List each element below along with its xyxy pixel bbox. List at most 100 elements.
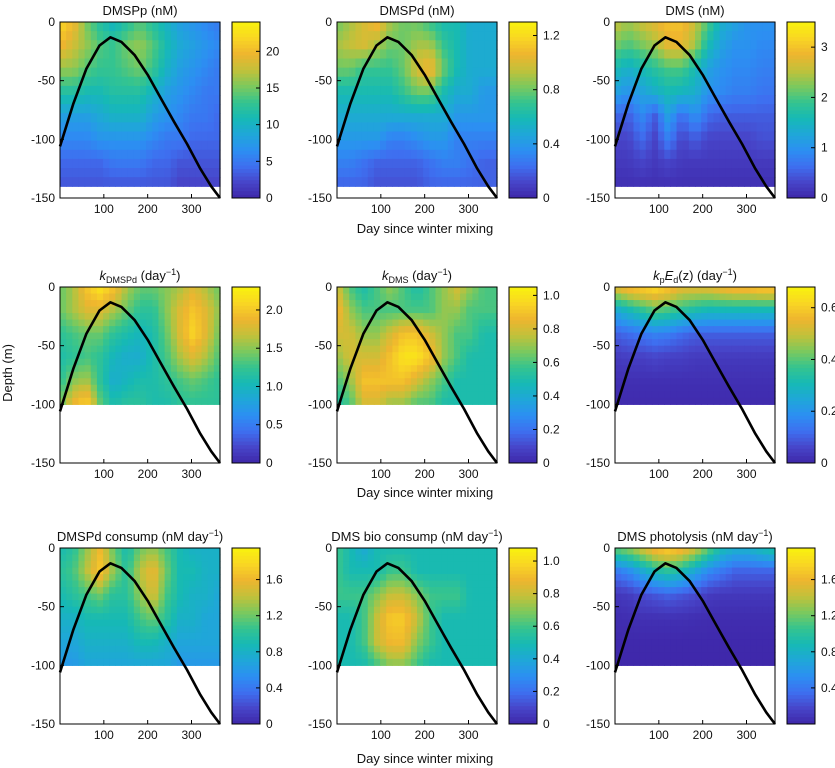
heatmap-cell <box>410 378 418 386</box>
heatmap-cell <box>373 587 381 595</box>
heatmap-cell <box>466 548 473 556</box>
heatmap-cell <box>762 122 770 133</box>
heatmap-cell <box>115 49 123 60</box>
heatmap-cell <box>367 378 375 386</box>
heatmap-cell <box>645 158 653 169</box>
heatmap-cell <box>645 300 653 308</box>
x-axis-label-row3: Day since winter mixing <box>357 751 494 766</box>
colorbar-segment <box>509 301 537 306</box>
heatmap-cell <box>725 67 733 78</box>
heatmap-cell <box>386 122 393 133</box>
colorbar-segment <box>787 647 815 652</box>
heatmap-cell <box>103 131 110 142</box>
heatmap-cell <box>725 140 733 151</box>
heatmap-cell <box>201 352 209 360</box>
heatmap-cell <box>453 593 461 601</box>
colorbar-segment <box>509 632 537 637</box>
heatmap-cell <box>361 313 369 321</box>
heatmap-cell <box>109 358 116 366</box>
heatmap-cell <box>756 131 764 142</box>
heatmap-cell <box>189 358 196 366</box>
heatmap-field <box>615 287 776 405</box>
heatmap-cell <box>140 85 147 96</box>
heatmap-cell <box>96 365 104 373</box>
heatmap-cell <box>392 177 400 187</box>
heatmap-cell <box>170 122 178 133</box>
heatmap-cell <box>490 574 498 582</box>
heatmap-cell <box>207 548 215 556</box>
heatmap-cell <box>713 104 721 114</box>
heatmap-cell <box>146 40 153 50</box>
heatmap-cell <box>453 626 461 634</box>
heatmap-cell <box>213 306 221 314</box>
colorbar: 00.40.81.21.6 <box>231 547 283 731</box>
heatmap-cell <box>453 300 461 308</box>
heatmap-cell <box>423 384 430 392</box>
colorbar-segment <box>787 66 815 71</box>
heatmap-cell <box>750 587 758 595</box>
heatmap-cell <box>639 645 647 653</box>
heatmap-cell <box>109 113 116 123</box>
heatmap-cell <box>731 319 739 327</box>
colorbar-segment <box>232 110 260 115</box>
heatmap-cell <box>478 158 486 169</box>
heatmap-cell <box>337 613 344 621</box>
heatmap-cell <box>466 606 473 614</box>
colorbar-segment <box>509 298 537 303</box>
heatmap-cell <box>337 352 344 360</box>
heatmap-cell <box>66 600 73 608</box>
colorbar-segment <box>232 709 260 714</box>
colorbar-segment <box>509 639 537 644</box>
heatmap-cell <box>201 371 209 379</box>
heatmap-cell <box>84 287 92 295</box>
heatmap-cell <box>392 378 400 386</box>
heatmap-cell <box>645 626 653 634</box>
heatmap-cell <box>429 31 437 41</box>
heatmap-cell <box>201 397 209 405</box>
heatmap-cell <box>410 548 418 556</box>
colorbar-tick-label: 5 <box>266 154 273 168</box>
heatmap-cell <box>417 606 424 614</box>
colorbar-segment <box>787 592 815 597</box>
heatmap-cell <box>701 313 708 321</box>
heatmap-cell <box>682 554 690 562</box>
heatmap-cell <box>60 85 67 96</box>
heatmap-cell <box>738 397 745 405</box>
heatmap-cell <box>670 613 678 621</box>
heatmap-cell <box>207 358 215 366</box>
heatmap-cell <box>392 293 400 301</box>
heatmap-cell <box>152 345 160 353</box>
heatmap-cell <box>146 332 153 340</box>
heatmap-cell <box>207 332 215 340</box>
heatmap-cell <box>367 548 375 556</box>
heatmap-cell <box>90 561 98 569</box>
heatmap-cell <box>146 95 153 105</box>
heatmap-cell <box>615 326 622 334</box>
mixed-layer-curve <box>58 300 222 464</box>
heatmap-cell <box>337 22 344 32</box>
colorbar-segment <box>787 154 815 159</box>
heatmap-cell <box>688 626 696 634</box>
heatmap-cell <box>478 606 486 614</box>
heatmap-cell <box>490 319 498 327</box>
colorbar-segment <box>787 323 815 328</box>
heatmap-cell <box>490 131 498 142</box>
heatmap-cell <box>478 332 486 340</box>
heatmap-cell <box>380 587 387 595</box>
heatmap-cell <box>484 561 492 569</box>
colorbar-tick-label: 0 <box>266 456 273 470</box>
heatmap-cell <box>490 177 498 187</box>
heatmap-cell <box>84 352 92 360</box>
heatmap-cell <box>337 67 344 78</box>
heatmap-cell <box>676 613 684 621</box>
heatmap-cell <box>484 626 492 634</box>
heatmap-cell <box>639 332 647 340</box>
heatmap-cell <box>695 58 702 69</box>
heatmap-cell <box>66 626 73 634</box>
colorbar-segment <box>232 316 260 321</box>
heatmap-cell <box>183 397 190 405</box>
colorbar-segment <box>787 294 815 299</box>
heatmap-cell <box>744 319 751 327</box>
heatmap-cell <box>84 371 92 379</box>
heatmap-cell <box>713 40 721 50</box>
